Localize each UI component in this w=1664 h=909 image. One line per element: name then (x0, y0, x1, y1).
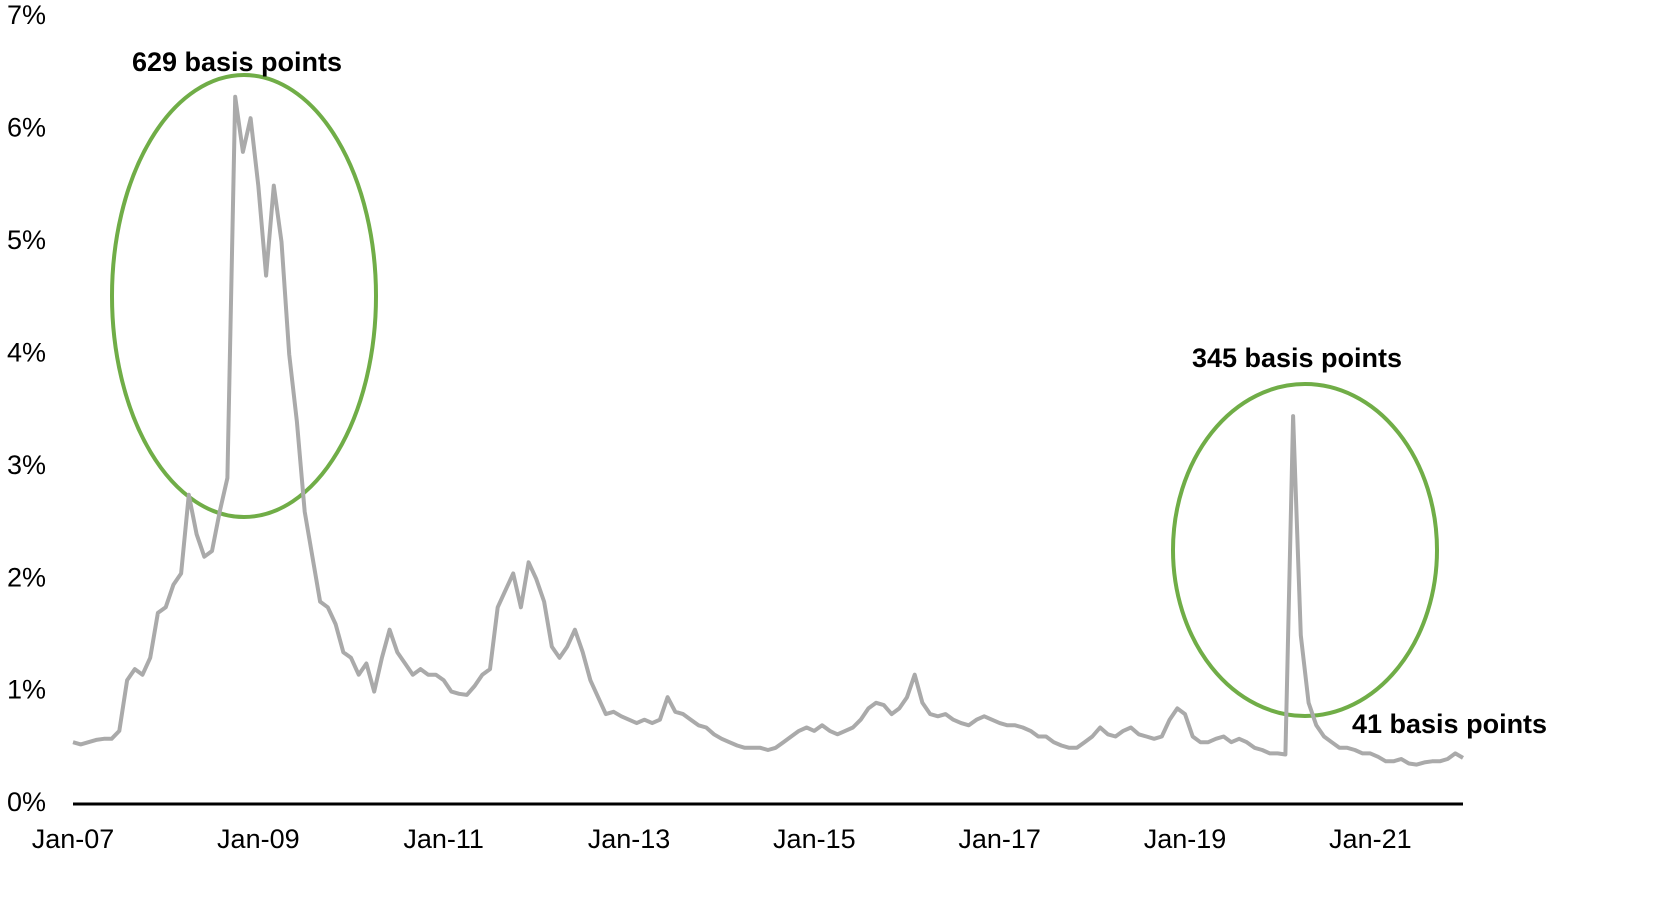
y-tick-label: 2% (7, 562, 46, 592)
x-tick-label: Jan-21 (1329, 824, 1412, 854)
x-tick-label: Jan-17 (958, 824, 1041, 854)
x-tick-label: Jan-19 (1144, 824, 1227, 854)
data-line (72, 94, 1465, 767)
annotation: 41 basis points (1352, 709, 1547, 739)
x-tick-label: Jan-11 (403, 824, 484, 854)
annotation: 345 basis points (1192, 343, 1402, 373)
y-tick-label: 7% (7, 0, 46, 30)
x-tick-label: Jan-15 (773, 824, 856, 854)
x-tick-label: Jan-09 (217, 824, 300, 854)
annotation: 629 basis points (132, 47, 342, 77)
y-tick-label: 0% (7, 787, 46, 817)
x-tick-label: Jan-13 (588, 824, 671, 854)
y-tick-label: 6% (7, 113, 46, 143)
y-tick-label: 3% (7, 450, 46, 480)
highlight-ellipse (110, 73, 378, 519)
y-tick-label: 5% (7, 225, 46, 255)
y-tick-label: 1% (7, 675, 46, 705)
y-tick-label: 4% (7, 337, 46, 367)
highlight-ellipse (1171, 382, 1439, 718)
x-tick-label: Jan-07 (32, 824, 115, 854)
